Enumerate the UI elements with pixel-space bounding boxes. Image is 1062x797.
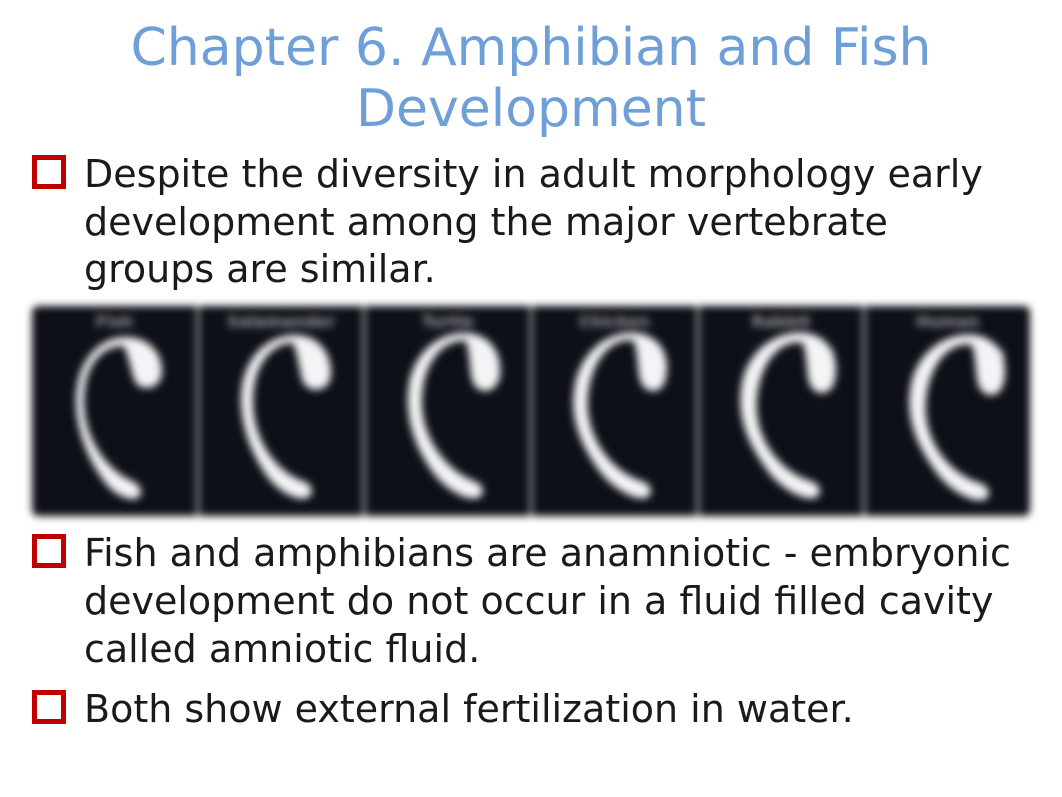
embryo-icon: [221, 331, 341, 501]
embryo-icon: [721, 331, 841, 501]
embryo-icon: [554, 331, 674, 501]
bullet-list: Despite the diversity in adult morpholog…: [32, 151, 1030, 734]
embryo-panel: Turtle: [365, 306, 530, 516]
slide-title: Chapter 6. Amphibian and Fish Developmen…: [32, 18, 1030, 141]
embryo-panel-label: Salamander: [199, 312, 364, 331]
embryo-panel-label: Chicken: [532, 312, 697, 331]
checkbox-icon: [32, 155, 66, 189]
embryo-panel-label: Human: [865, 312, 1030, 331]
embryo-icon: [388, 331, 508, 501]
embryo-panel: Fish: [32, 306, 197, 516]
list-item: Despite the diversity in adult morpholog…: [32, 151, 1030, 295]
embryo-panel: Human: [865, 306, 1030, 516]
embryo-panel-label: Turtle: [365, 312, 530, 331]
list-item: Both show external fertilization in wate…: [32, 686, 1030, 734]
checkbox-icon: [32, 690, 66, 724]
checkbox-icon: [32, 534, 66, 568]
bullet-text: Despite the diversity in adult morpholog…: [84, 151, 1030, 295]
embryo-icon: [54, 331, 174, 501]
embryo-panel: Salamander: [199, 306, 364, 516]
bullet-text: Fish and amphibians are anamniotic - emb…: [84, 530, 1030, 674]
bullet-text: Both show external fertilization in wate…: [84, 686, 854, 734]
embryo-panel: Rabbit: [699, 306, 864, 516]
list-item: Fish and amphibians are anamniotic - emb…: [32, 530, 1030, 674]
embryo-comparison-figure: Fish Salamander Turtle Chicken: [32, 306, 1030, 516]
embryo-icon: [888, 331, 1008, 501]
embryo-panel-label: Fish: [32, 312, 197, 331]
embryo-panel: Chicken: [532, 306, 697, 516]
slide: Chapter 6. Amphibian and Fish Developmen…: [0, 0, 1062, 797]
embryo-panel-label: Rabbit: [699, 312, 864, 331]
